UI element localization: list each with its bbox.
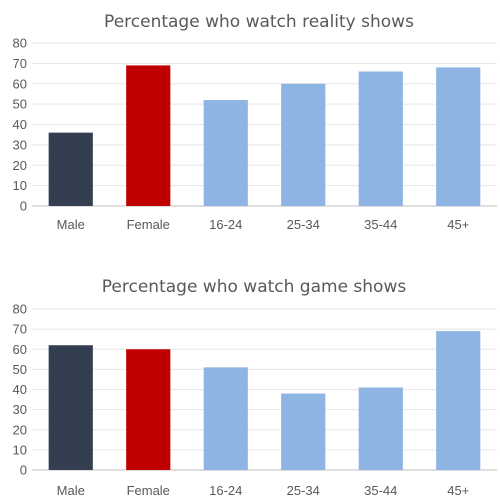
bar-25-34 (281, 83, 326, 206)
y-tick-label: 70 (13, 56, 27, 71)
y-tick-label: 10 (13, 442, 27, 457)
y-tick-label: 20 (13, 422, 27, 437)
y-tick-label: 40 (13, 382, 27, 397)
y-tick-label: 60 (13, 76, 27, 91)
y-tick-label: 80 (13, 302, 27, 317)
bar-16-24 (203, 367, 248, 470)
y-tick-label: 70 (13, 322, 27, 337)
bar-female (126, 65, 171, 206)
y-tick-label: 10 (13, 178, 27, 193)
x-category-label: 45+ (447, 217, 469, 232)
y-tick-label: 40 (13, 117, 27, 132)
x-category-label: 25-34 (287, 483, 320, 498)
bar-16-24 (203, 100, 248, 206)
y-tick-label: 20 (13, 158, 27, 173)
x-category-label: 35-44 (364, 217, 397, 232)
y-tick-label: 0 (20, 199, 27, 214)
y-tick-label: 50 (13, 362, 27, 377)
x-category-label: Female (127, 483, 170, 498)
y-tick-label: 30 (13, 402, 27, 417)
x-category-label: 25-34 (287, 217, 320, 232)
y-tick-label: 30 (13, 137, 27, 152)
x-category-label: 16-24 (209, 217, 242, 232)
chart-game-shows: Percentage who watch game shows 0 10 20 30 4… (13, 277, 497, 498)
x-category-label: 45+ (447, 483, 469, 498)
bar-male (48, 132, 93, 206)
x-category-label: 35-44 (364, 483, 397, 498)
x-category-label: Male (57, 483, 85, 498)
bar-25-34 (281, 393, 326, 470)
chart-title: Percentage who watch game shows (102, 277, 407, 297)
bar-35-44 (358, 71, 403, 207)
bar-female (126, 349, 171, 470)
y-tick-label: 0 (20, 463, 27, 478)
bar-45- (436, 331, 481, 470)
y-tick-label: 60 (13, 342, 27, 357)
bar-male (48, 345, 93, 470)
bar-45- (436, 67, 481, 206)
x-category-label: Female (127, 217, 170, 232)
y-tick-label: 80 (13, 36, 27, 51)
chart-title: Percentage who watch reality shows (104, 12, 414, 32)
chart-reality-shows: Percentage who watch reality shows 0 10 20… (13, 12, 497, 232)
y-tick-label: 50 (13, 97, 27, 112)
x-category-label: Male (57, 217, 85, 232)
x-category-label: 16-24 (209, 483, 242, 498)
bar-35-44 (358, 387, 403, 470)
